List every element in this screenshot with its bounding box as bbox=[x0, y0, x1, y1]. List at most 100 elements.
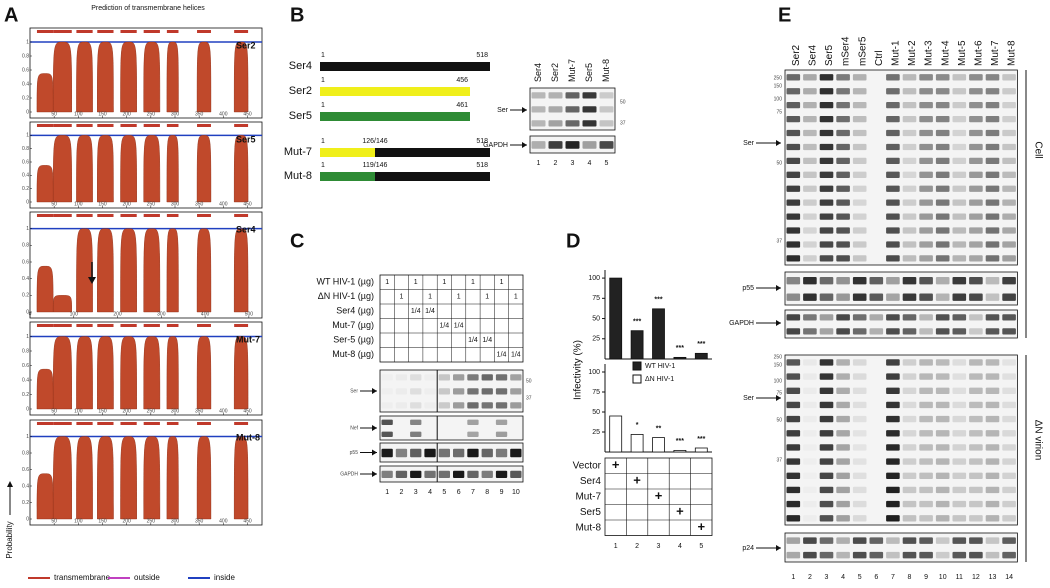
blot-band bbox=[786, 328, 801, 335]
blot-band bbox=[952, 430, 967, 437]
blot-band bbox=[852, 88, 867, 95]
blot-band bbox=[495, 402, 508, 409]
tm-marker bbox=[166, 124, 179, 127]
blot-band bbox=[786, 515, 801, 522]
construct-bar bbox=[320, 87, 470, 96]
tm-marker bbox=[234, 324, 249, 327]
blot-band bbox=[510, 448, 522, 458]
construct-name: Mut-8 bbox=[284, 170, 312, 182]
blot-band bbox=[582, 92, 597, 99]
blot-band bbox=[969, 157, 983, 165]
row-label: Vector bbox=[573, 460, 602, 471]
blot-band bbox=[1002, 255, 1016, 262]
blot-band bbox=[919, 328, 933, 335]
blot-band bbox=[1002, 537, 1016, 544]
significance: ** bbox=[656, 425, 662, 432]
blot-band bbox=[919, 74, 933, 81]
tm-marker bbox=[143, 30, 160, 33]
blot-band bbox=[919, 500, 933, 508]
blot-band bbox=[952, 227, 967, 234]
blot-band bbox=[886, 314, 900, 321]
blot-band bbox=[852, 171, 867, 178]
blot-band bbox=[836, 500, 850, 508]
tm-marker bbox=[234, 214, 249, 217]
blot-band bbox=[935, 88, 950, 95]
helix-peak bbox=[196, 336, 212, 410]
marker-label: 50 bbox=[776, 417, 782, 423]
blot-band bbox=[786, 551, 801, 559]
marker-label: 150 bbox=[774, 362, 783, 368]
blot-band bbox=[424, 448, 436, 458]
blot-band bbox=[969, 241, 983, 248]
blot-band bbox=[836, 458, 850, 465]
blot-band bbox=[952, 537, 967, 544]
group-label: Cell bbox=[1032, 141, 1043, 158]
bar bbox=[694, 352, 708, 360]
x-tick-label: 50 bbox=[51, 111, 57, 117]
significance: *** bbox=[633, 319, 641, 326]
blot-band bbox=[803, 88, 817, 95]
blot-band bbox=[935, 255, 950, 262]
cell: 1 bbox=[385, 279, 389, 286]
marker-label: 37 bbox=[776, 457, 782, 463]
blot-band bbox=[935, 129, 950, 137]
helix-peak bbox=[143, 436, 161, 520]
blot-band bbox=[819, 537, 834, 544]
y-tick-label: 0.4 bbox=[22, 483, 29, 489]
blot-band bbox=[836, 241, 850, 248]
x-tick-label: 200 bbox=[122, 518, 131, 524]
marker-label: 37 bbox=[620, 120, 626, 126]
blot-band bbox=[985, 185, 1000, 192]
x-tick-label: 50 bbox=[51, 408, 57, 414]
blot-band bbox=[786, 359, 801, 366]
significance: *** bbox=[676, 438, 684, 445]
lane-number: 6 bbox=[874, 574, 878, 581]
tm-marker bbox=[197, 214, 211, 217]
blot-band bbox=[786, 74, 801, 81]
helix-peak bbox=[196, 228, 212, 313]
lane-label: Ser2 bbox=[550, 63, 560, 82]
blot-band bbox=[819, 401, 834, 409]
blot-band bbox=[919, 227, 933, 234]
blot-band bbox=[1002, 458, 1016, 465]
blot-band bbox=[969, 185, 983, 192]
cell: 1 bbox=[457, 294, 461, 301]
y-tick-label: 1 bbox=[26, 133, 29, 139]
blot-band bbox=[969, 293, 983, 301]
blot-band bbox=[786, 227, 801, 234]
blot-band bbox=[886, 551, 900, 559]
blot-band bbox=[952, 255, 967, 262]
blot-row-label: Ser bbox=[743, 395, 755, 402]
tm-marker bbox=[234, 30, 249, 33]
blot-band bbox=[410, 448, 422, 458]
blot-band bbox=[985, 458, 1000, 465]
lane-label: Mut-8 bbox=[1007, 40, 1018, 66]
x-tick-label: 150 bbox=[98, 408, 107, 414]
blot-band bbox=[803, 328, 817, 335]
blot-band bbox=[382, 402, 393, 408]
significance: *** bbox=[654, 297, 662, 304]
construct-end: 456 bbox=[456, 77, 468, 84]
lane-label: Ser4 bbox=[808, 44, 819, 66]
blot-band bbox=[565, 92, 580, 99]
arrow-head bbox=[372, 449, 377, 456]
blot-band bbox=[1002, 430, 1016, 437]
blot-frame bbox=[784, 309, 1018, 339]
blot-band bbox=[902, 387, 917, 394]
blot-frame bbox=[784, 354, 1018, 526]
blot-band bbox=[919, 185, 933, 192]
helix-peak bbox=[143, 135, 161, 203]
cell: + bbox=[655, 488, 663, 503]
lane-label: Mut-3 bbox=[924, 40, 935, 66]
blot-band bbox=[836, 199, 850, 206]
y-axis-label: Infectivity (%) bbox=[573, 340, 584, 400]
cell: 1 bbox=[514, 294, 518, 301]
arrow-head bbox=[522, 142, 527, 148]
lane-number: 2 bbox=[399, 489, 403, 496]
lane-number: 3 bbox=[414, 489, 418, 496]
tm-marker bbox=[36, 214, 54, 217]
lane-number: 4 bbox=[841, 574, 845, 581]
blot-band bbox=[852, 241, 867, 248]
blot-band bbox=[852, 328, 867, 335]
helix-peak bbox=[120, 41, 137, 113]
